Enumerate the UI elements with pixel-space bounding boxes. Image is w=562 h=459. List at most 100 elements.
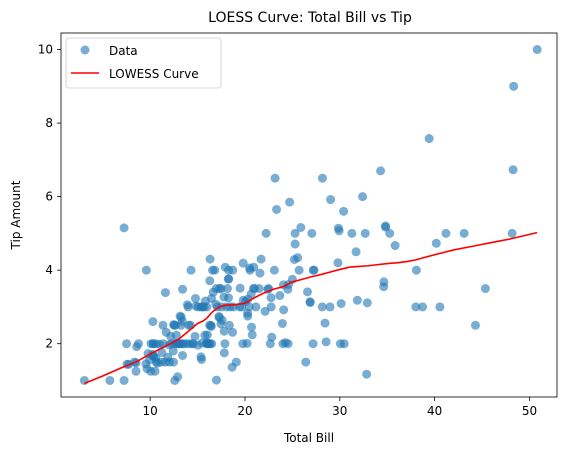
data-point xyxy=(283,339,293,349)
data-point xyxy=(266,302,276,312)
data-point xyxy=(238,258,248,268)
data-point xyxy=(119,223,129,233)
y-tick-label: 8 xyxy=(45,116,53,130)
data-point xyxy=(224,320,234,330)
data-point xyxy=(360,228,370,238)
data-point xyxy=(508,165,518,175)
data-point xyxy=(302,287,312,297)
data-point xyxy=(158,320,168,330)
data-point xyxy=(197,355,207,364)
data-point xyxy=(119,375,129,385)
data-point xyxy=(424,134,434,144)
data-point xyxy=(122,339,132,349)
plot-area xyxy=(61,33,557,397)
data-point xyxy=(228,265,238,275)
data-point xyxy=(339,206,349,216)
data-point xyxy=(220,339,230,349)
x-tick-label: 40 xyxy=(427,404,442,418)
y-tick-label: 6 xyxy=(45,190,53,204)
data-point xyxy=(211,375,221,385)
data-point xyxy=(270,173,280,183)
data-point xyxy=(186,265,196,275)
data-point xyxy=(254,284,264,294)
data-point xyxy=(168,346,178,356)
data-point xyxy=(294,265,304,275)
data-point xyxy=(160,288,170,298)
data-point xyxy=(532,45,542,55)
data-point xyxy=(205,254,215,264)
data-point xyxy=(352,295,362,305)
data-point xyxy=(325,302,335,312)
data-point xyxy=(275,291,285,301)
data-point xyxy=(206,321,216,331)
data-point xyxy=(301,357,311,367)
data-point xyxy=(441,228,451,238)
data-point xyxy=(296,223,306,232)
data-point xyxy=(217,315,227,325)
y-tick-label: 2 xyxy=(45,337,53,351)
data-point xyxy=(168,357,178,367)
data-point xyxy=(290,228,300,238)
data-point xyxy=(171,330,181,340)
data-point xyxy=(317,302,327,312)
data-point xyxy=(255,268,265,278)
data-point xyxy=(390,241,400,251)
data-point xyxy=(247,322,257,332)
data-point xyxy=(480,284,490,294)
x-tick-label: 50 xyxy=(522,404,537,418)
data-point xyxy=(305,298,315,308)
data-point xyxy=(376,166,386,176)
lowess-curve-line xyxy=(84,231,538,385)
data-point xyxy=(470,320,480,330)
data-point xyxy=(351,247,361,257)
data-point xyxy=(173,372,183,382)
data-point xyxy=(309,265,319,275)
y-axis-label: Tip Amount xyxy=(9,180,23,250)
data-point xyxy=(317,173,327,183)
data-point xyxy=(308,339,318,349)
data-point xyxy=(290,239,300,249)
data-point xyxy=(336,299,346,309)
x-tick-label: 10 xyxy=(143,404,158,418)
data-point xyxy=(507,228,517,238)
y-tick-label: 4 xyxy=(45,263,53,277)
data-point xyxy=(216,284,226,294)
data-point xyxy=(219,326,229,336)
data-point xyxy=(131,366,141,376)
legend-label-data: Data xyxy=(109,44,138,58)
data-point xyxy=(459,228,469,238)
data-point xyxy=(379,277,389,287)
data-point xyxy=(509,81,519,91)
data-point xyxy=(202,302,212,312)
data-point xyxy=(411,302,421,312)
data-point xyxy=(431,238,441,248)
legend-label-lowess: LOWESS Curve xyxy=(109,67,199,81)
data-point xyxy=(362,369,372,379)
data-point xyxy=(411,265,421,275)
data-point xyxy=(269,265,279,275)
data-point xyxy=(224,274,234,284)
plot-data-group xyxy=(79,45,542,385)
data-point xyxy=(362,298,372,308)
data-point xyxy=(358,192,368,202)
data-point xyxy=(190,293,200,303)
y-axis: 2 4 6 8 10 xyxy=(38,43,61,351)
chart-title: LOESS Curve: Total Bill vs Tip xyxy=(208,10,412,26)
data-point xyxy=(339,339,349,349)
data-point xyxy=(279,305,289,315)
data-point xyxy=(277,318,287,328)
data-point xyxy=(326,195,336,205)
data-point xyxy=(190,331,200,341)
data-point xyxy=(133,339,143,349)
data-point xyxy=(231,357,241,367)
plot-frame xyxy=(60,32,558,398)
data-point xyxy=(267,332,277,342)
data-point xyxy=(307,228,317,238)
data-point xyxy=(261,228,271,238)
data-point xyxy=(247,330,257,340)
data-point xyxy=(320,318,330,328)
data-point xyxy=(228,327,238,337)
x-axis-label: Total Bill xyxy=(283,431,334,445)
